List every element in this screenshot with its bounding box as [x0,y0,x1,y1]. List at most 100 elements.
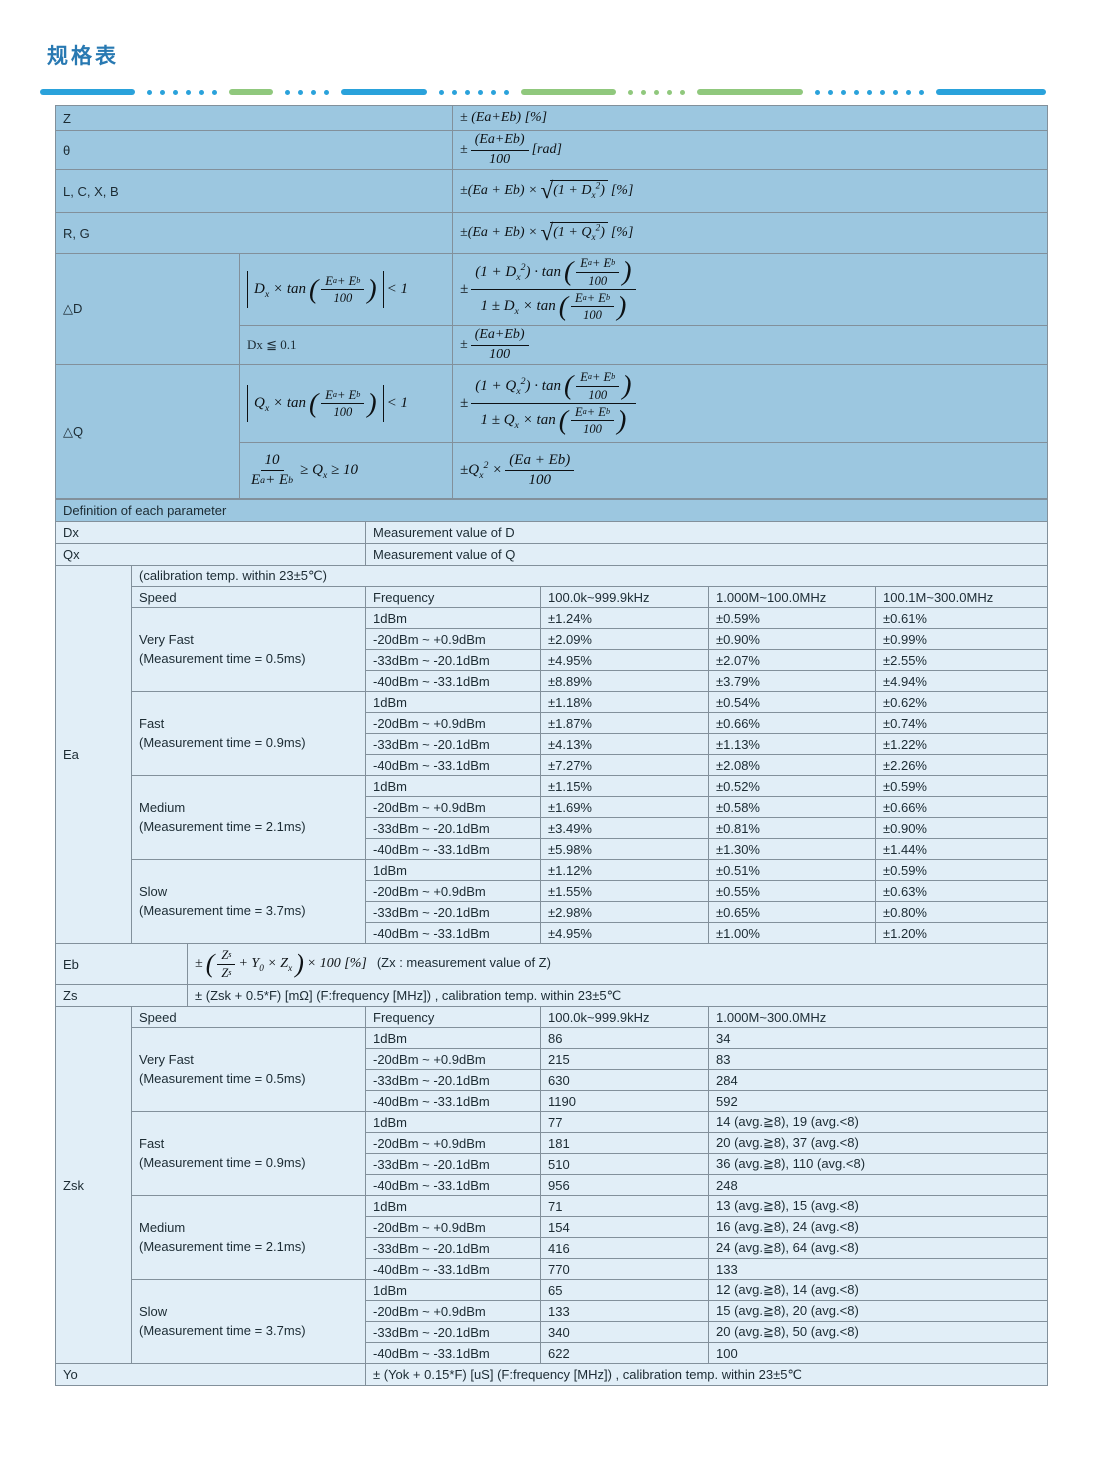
speed-name: Fast [139,715,165,731]
zsk-value-cell: 14 (avg.≧8), 19 (avg.<8) [707,1111,1049,1133]
math-fragment: ±(Ea + Eb) × [460,225,538,240]
ea-value-cell: ±1.12% [540,859,709,881]
divider-dots [628,89,685,95]
level-cell: -33dBm ~ -20.1dBm [365,733,541,755]
speed-name: Medium [139,799,186,815]
ea-f3-header-cell: 100.1M~300.0MHz [874,586,1049,608]
zsk-value-cell: 12 (avg.≧8), 14 (avg.<8) [707,1279,1049,1301]
zsk-value-cell: 956 [540,1174,709,1196]
level-cell: 1dBm [365,691,541,713]
level-cell: -20dBm ~ +0.9dBm [365,628,541,650]
zsk-value-cell: 34 [707,1027,1049,1049]
frac-den: 100 [333,291,353,305]
ea-value-cell: ±4.94% [874,670,1049,692]
level-cell: -20dBm ~ +0.9dBm [365,1216,541,1238]
ea-value-cell: ±0.90% [874,817,1049,839]
radicand: (1 + Qx2) [550,222,608,242]
ea-value-cell: ±3.49% [540,817,709,839]
zsk-value-cell: 1190 [540,1090,709,1112]
divider-dots [439,89,509,95]
math-fragment: ± (Ea+Eb) [%] [460,110,548,125]
table-row: -40dBm ~ -33.1dBm ±4.95% ±1.00% ±1.20% [56,922,1049,944]
ea-speed-group-cell: Slow (Measurement time = 3.7ms) [131,859,366,944]
table-row: Zs ± (Zsk + 0.5*F) [mΩ] (F:frequency [MH… [55,984,1049,1007]
table-row: Fast (Measurement time = 0.9ms) 1dBm 77 14 (… [56,1111,1049,1196]
level-cell: -33dBm ~ -20.1dBm [365,817,541,839]
result-delta-d2-cell: ± (Ea+Eb) 100 [452,325,1049,365]
zsk-value-cell: 15 (avg.≧8), 20 (avg.<8) [707,1300,1049,1322]
level-cell: -40dBm ~ -33.1dBm [365,754,541,776]
paren: ) [617,405,627,437]
ea-speed-group-cell: Very Fast (Measurement time = 0.5ms) [131,607,366,692]
formula-z-cell: ± (Ea+Eb) [%] [452,105,1049,131]
level-cell: -33dBm ~ -20.1dBm [365,1069,541,1091]
zsk-value-cell: 83 [707,1048,1049,1070]
zs-label-cell: Zs [55,984,188,1007]
ea-value-cell: ±0.59% [708,607,876,629]
paren: ( [558,405,568,437]
ea-speed-header-cell: Speed [131,586,366,608]
table-row: Very Fast (Measurement time = 0.5ms) 1dBm ±… [56,607,1049,692]
table-row: Ea (calibration temp. within 23±5℃) [55,565,1049,944]
zsk-value-cell: 24 (avg.≧8), 64 (avg.<8) [707,1237,1049,1259]
table-row: -40dBm ~ -33.1dBm ±7.27% ±2.08% ±2.26% [56,754,1049,776]
table-row: -40dBm ~ -33.1dBm 622 100 [56,1342,1049,1364]
qx-value-cell: Measurement value of Q [364,543,1049,566]
table-row: θ ± (Ea+Eb) 100 [rad] [54,130,1049,170]
frac-den: 100 [489,151,511,167]
level-cell: -40dBm ~ -33.1dBm [365,922,541,944]
ea-value-cell: ±5.98% [540,838,709,860]
zsk-value-cell: 16 (avg.≧8), 24 (avg.<8) [707,1216,1049,1238]
zsk-value-cell: 13 (avg.≧8), 15 (avg.<8) [707,1195,1049,1217]
level-cell: -40dBm ~ -33.1dBm [365,1090,541,1112]
ea-value-cell: ±4.13% [540,733,709,755]
paren: ( [309,273,319,305]
divider [40,89,1048,95]
speed-time: (Measurement time = 3.7ms) [139,1322,306,1338]
zsk-speed-group-cell: Slow (Measurement time = 3.7ms) [131,1279,366,1364]
param-delta-q-cell: △Q [55,364,240,499]
paren: ) [295,948,304,978]
zsk-value-cell: 154 [540,1216,709,1238]
paren: ( [563,256,574,288]
table-row: Dx ≦ 0.1 ± (Ea+Eb) 100 [56,325,1049,365]
divider-dash [697,89,803,95]
level-cell: 1dBm [365,775,541,797]
level-cell: 1dBm [365,1027,541,1049]
math-fragment: ±Qx2 × [460,460,503,481]
math-fragment: [%] [610,183,634,198]
eb-note: (Zx : measurement value of Z) [376,955,551,970]
param-rg-cell: R, G [54,212,454,254]
frac-den: 100 [489,346,511,362]
level-cell: -33dBm ~ -20.1dBm [365,1153,541,1175]
param-lcxb-cell: L, C, X, B [54,169,454,213]
ea-label-cell: Ea [55,565,132,944]
speed-name: Fast [139,1135,165,1151]
level-cell: -20dBm ~ +0.9dBm [365,1048,541,1070]
dx-label-cell: Dx [55,521,366,544]
table-row: Zsk Speed Frequency 100.0k~999.9kHz 1.000M~3… [55,1006,1049,1364]
divider-dots [147,89,217,95]
table-row: Definition of each parameter [54,499,1049,522]
ea-value-cell: ±0.66% [874,796,1049,818]
ea-value-cell: ±1.44% [874,838,1049,860]
ea-speed-group-cell: Fast (Measurement time = 0.9ms) [131,691,366,776]
pm-sign: ± [460,337,468,352]
divider-dash [40,89,135,95]
radicand: (1 + Dx2) [550,180,608,200]
zsk-f1-header-cell: 100.0k~999.9kHz [540,1006,709,1028]
ea-value-cell: ±1.24% [540,607,709,629]
speed-name: Very Fast [139,1051,194,1067]
table-row: -40dBm ~ -33.1dBm ±5.98% ±1.30% ±1.44% [56,838,1049,860]
pm-sign: ± [460,395,469,411]
ea-value-cell: ±1.30% [708,838,876,860]
speed-time: (Measurement time = 2.1ms) [139,1238,306,1254]
zsk-value-cell: 284 [707,1069,1049,1091]
speed-time: (Measurement time = 0.5ms) [139,650,306,666]
